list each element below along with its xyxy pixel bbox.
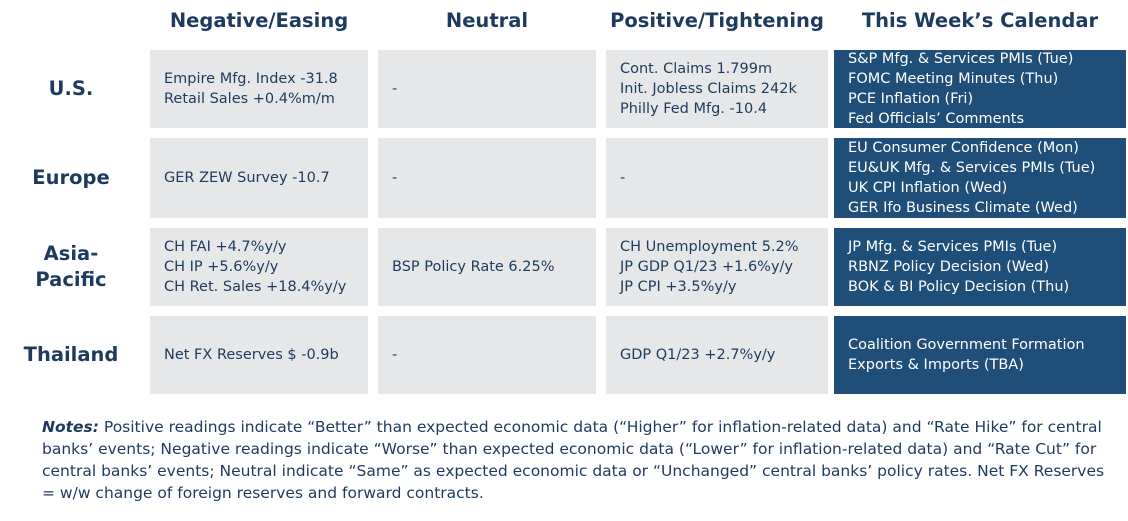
cell-us-negative: Empire Mfg. Index -31.8 Retail Sales +0.… (150, 50, 368, 128)
cell-europe-neutral: - (378, 138, 596, 218)
cell-line: BSP Policy Rate 6.25% (392, 259, 555, 275)
cell-thailand-negative: Net FX Reserves $ -0.9b (150, 316, 368, 394)
calendar-line: EU Consumer Confidence (Mon) (848, 140, 1079, 156)
row-header-thailand: Thailand (23, 343, 119, 366)
column-header-neutral: Neutral (445, 9, 529, 32)
cell-line: - (392, 347, 398, 363)
cell-line: Init. Jobless Claims 242k (620, 81, 797, 97)
cell-line: JP GDP Q1/23 +1.6%y/y (620, 259, 794, 275)
calendar-line: FOMC Meeting Minutes (Thu) (848, 71, 1059, 87)
calendar-line: Fed Officials’ Comments (848, 111, 1024, 127)
calendar-line: UK CPI Inflation (Wed) (848, 180, 1008, 196)
calendar-line: S&P Mfg. & Services PMIs (Tue) (848, 51, 1074, 67)
cell-line: GER ZEW Survey -10.7 (164, 170, 330, 186)
cell-europe-negative: GER ZEW Survey -10.7 (150, 138, 368, 218)
cell-line: CH IP +5.6%y/y (164, 259, 279, 275)
cell-line: - (392, 170, 398, 186)
column-header-positive: Positive/Tightening (610, 9, 824, 32)
column-header-calendar: This Week’s Calendar (861, 9, 1099, 32)
calendar-thailand: Coalition Government Formation Exports &… (834, 316, 1126, 394)
calendar-asia-pacific: JP Mfg. & Services PMIs (Tue) RBNZ Polic… (834, 228, 1126, 306)
calendar-line: BOK & BI Policy Decision (Thu) (848, 279, 1070, 295)
calendar-line: Coalition Government Formation (848, 337, 1085, 353)
cell-line: Retail Sales +0.4%m/m (164, 91, 335, 107)
calendar-us: S&P Mfg. & Services PMIs (Tue) FOMC Meet… (834, 50, 1126, 128)
calendar-line: GER Ifo Business Climate (Wed) (848, 200, 1078, 216)
cell-line: Net FX Reserves $ -0.9b (164, 347, 339, 363)
cell-line: - (392, 81, 398, 97)
cell-line: Empire Mfg. Index -31.8 (164, 71, 338, 87)
notes-label: Notes: (42, 418, 99, 436)
calendar-europe: EU Consumer Confidence (Mon) EU&UK Mfg. … (834, 138, 1126, 218)
cell-thailand-neutral: - (378, 316, 596, 394)
cell-asia-positive: CH Unemployment 5.2% JP GDP Q1/23 +1.6%y… (606, 228, 828, 306)
notes-text: Positive readings indicate “Better” than… (42, 418, 1105, 502)
cell-line: CH FAI +4.7%y/y (164, 239, 287, 255)
row-header-asia-pacific: Asia- Pacific (35, 242, 107, 291)
cell-line: Philly Fed Mfg. -10.4 (620, 101, 768, 117)
cell-line: CH Unemployment 5.2% (620, 239, 799, 255)
cell-asia-neutral: BSP Policy Rate 6.25% (378, 228, 596, 306)
cell-line: - (620, 170, 626, 186)
calendar-line: PCE Inflation (Fri) (848, 91, 974, 107)
cell-asia-negative: CH FAI +4.7%y/y CH IP +5.6%y/y CH Ret. S… (150, 228, 368, 306)
cell-line: CH Ret. Sales +18.4%y/y (164, 279, 347, 295)
calendar-line: EU&UK Mfg. & Services PMIs (Tue) (848, 160, 1096, 176)
cell-europe-positive: - (606, 138, 828, 218)
cell-us-positive: Cont. Claims 1.799m Init. Jobless Claims… (606, 50, 828, 128)
cell-line: JP CPI +3.5%y/y (620, 279, 737, 295)
cell-us-neutral: - (378, 50, 596, 128)
cell-line: GDP Q1/23 +2.7%y/y (620, 347, 776, 363)
column-header-negative: Negative/Easing (169, 9, 349, 32)
cell-line: Cont. Claims 1.799m (620, 61, 773, 77)
row-header-us: U.S. (48, 77, 94, 100)
calendar-line: RBNZ Policy Decision (Wed) (848, 259, 1049, 275)
calendar-line: JP Mfg. & Services PMIs (Tue) (848, 239, 1058, 255)
row-header-europe: Europe (32, 166, 110, 189)
calendar-line: Exports & Imports (TBA) (848, 357, 1024, 373)
cell-thailand-positive: GDP Q1/23 +2.7%y/y (606, 316, 828, 394)
notes-paragraph: Notes: Positive readings indicate “Bette… (42, 416, 1112, 504)
